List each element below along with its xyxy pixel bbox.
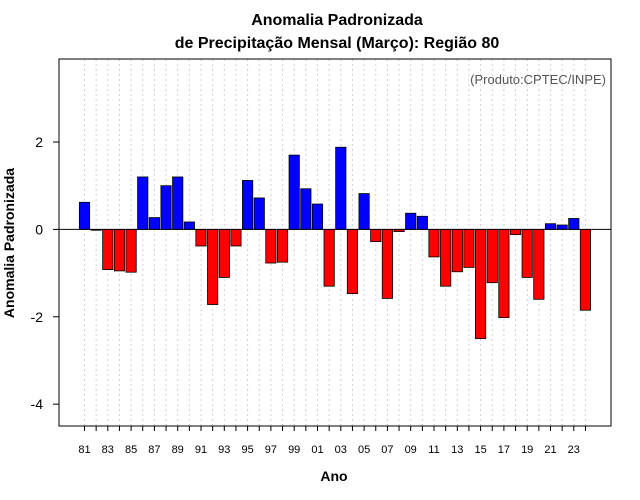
bar-90 (183, 221, 195, 230)
bar-87 (148, 217, 160, 230)
bar-93 (218, 228, 230, 278)
x-tick-label: 11 (428, 444, 439, 456)
bar-97 (265, 228, 277, 264)
x-tick-label: 15 (474, 444, 486, 456)
bar-92 (207, 228, 219, 305)
bar-85 (125, 228, 137, 273)
x-tick-label: 83 (102, 444, 114, 456)
bar-21 (544, 223, 557, 230)
bar-89 (172, 176, 184, 230)
bar-09 (405, 212, 417, 230)
x-tick-label: 13 (451, 444, 463, 456)
bar-88 (160, 185, 172, 230)
x-tick-label: 01 (311, 444, 323, 456)
plot-frame (58, 58, 612, 427)
x-axis: 81 83 85 87 89 91 93 95 97 99 01 03 05 07 09 11 13 15 17 19… (78, 426, 586, 456)
bar-86 (137, 176, 149, 230)
x-tick-label: 97 (265, 444, 277, 456)
bar-00 (300, 188, 312, 230)
bar-13 (451, 228, 463, 273)
bar-04 (346, 228, 358, 295)
y-tick-label: -2 (31, 309, 44, 325)
chart-title: Anomalia Padronizada (251, 12, 423, 29)
x-tick-label: 81 (78, 444, 90, 456)
bar-99 (288, 154, 300, 230)
x-tick-label: 89 (172, 444, 184, 456)
bar-10 (416, 215, 428, 230)
x-tick-label: 99 (288, 444, 300, 456)
y-tick-label: -4 (31, 396, 44, 412)
grid-lines (84, 59, 586, 426)
y-axis-label: Anomalia Padronizada (1, 168, 17, 318)
bar-02 (323, 228, 335, 287)
bar-18 (509, 228, 522, 236)
x-tick-label: 23 (568, 444, 580, 456)
bar-07 (381, 228, 393, 299)
bar-01 (311, 203, 324, 230)
x-tick-label: 09 (405, 444, 417, 456)
bars (78, 146, 591, 340)
x-axis-label: Ano (320, 468, 347, 484)
bar-23 (568, 218, 580, 230)
x-tick-label: 95 (241, 444, 253, 456)
bar-20 (533, 228, 545, 300)
bar-14 (463, 228, 475, 268)
x-tick-label: 87 (148, 444, 160, 456)
bar-17 (498, 228, 510, 319)
bar-06 (370, 228, 382, 243)
bar-05 (358, 193, 370, 230)
bar-16 (486, 228, 498, 284)
y-axis: -4 -2 0 2 (31, 134, 59, 412)
x-tick-label: 85 (125, 444, 137, 456)
x-tick-label: 19 (521, 444, 533, 456)
bar-15 (475, 228, 487, 340)
bar-11 (428, 228, 440, 258)
x-tick-label: 05 (358, 444, 370, 456)
bar-22 (556, 224, 568, 230)
bar-94 (230, 228, 242, 247)
bar-03 (335, 146, 347, 230)
x-tick-label: 91 (195, 444, 207, 456)
y-tick-label: 0 (35, 221, 43, 237)
chart-subtitle: de Precipitação Mensal (Março): Região 8… (175, 35, 500, 52)
bar-24 (579, 228, 591, 311)
bar-84 (113, 228, 126, 272)
bar-19 (521, 228, 533, 278)
bar-83 (102, 228, 114, 270)
x-tick-label: 17 (498, 444, 510, 456)
x-tick-label: 07 (381, 444, 393, 456)
credit-annotation: (Produto:CPTEC/INPE) (470, 72, 606, 87)
bar-95 (242, 180, 254, 230)
bar-81 (78, 201, 91, 230)
x-tick-label: 93 (218, 444, 230, 456)
bar-98 (276, 228, 289, 263)
x-tick-label: 21 (544, 444, 556, 456)
y-tick-label: 2 (35, 134, 43, 150)
bar-12 (440, 228, 452, 287)
bar-91 (195, 228, 207, 247)
x-tick-label: 03 (335, 444, 347, 456)
bar-96 (253, 197, 265, 230)
